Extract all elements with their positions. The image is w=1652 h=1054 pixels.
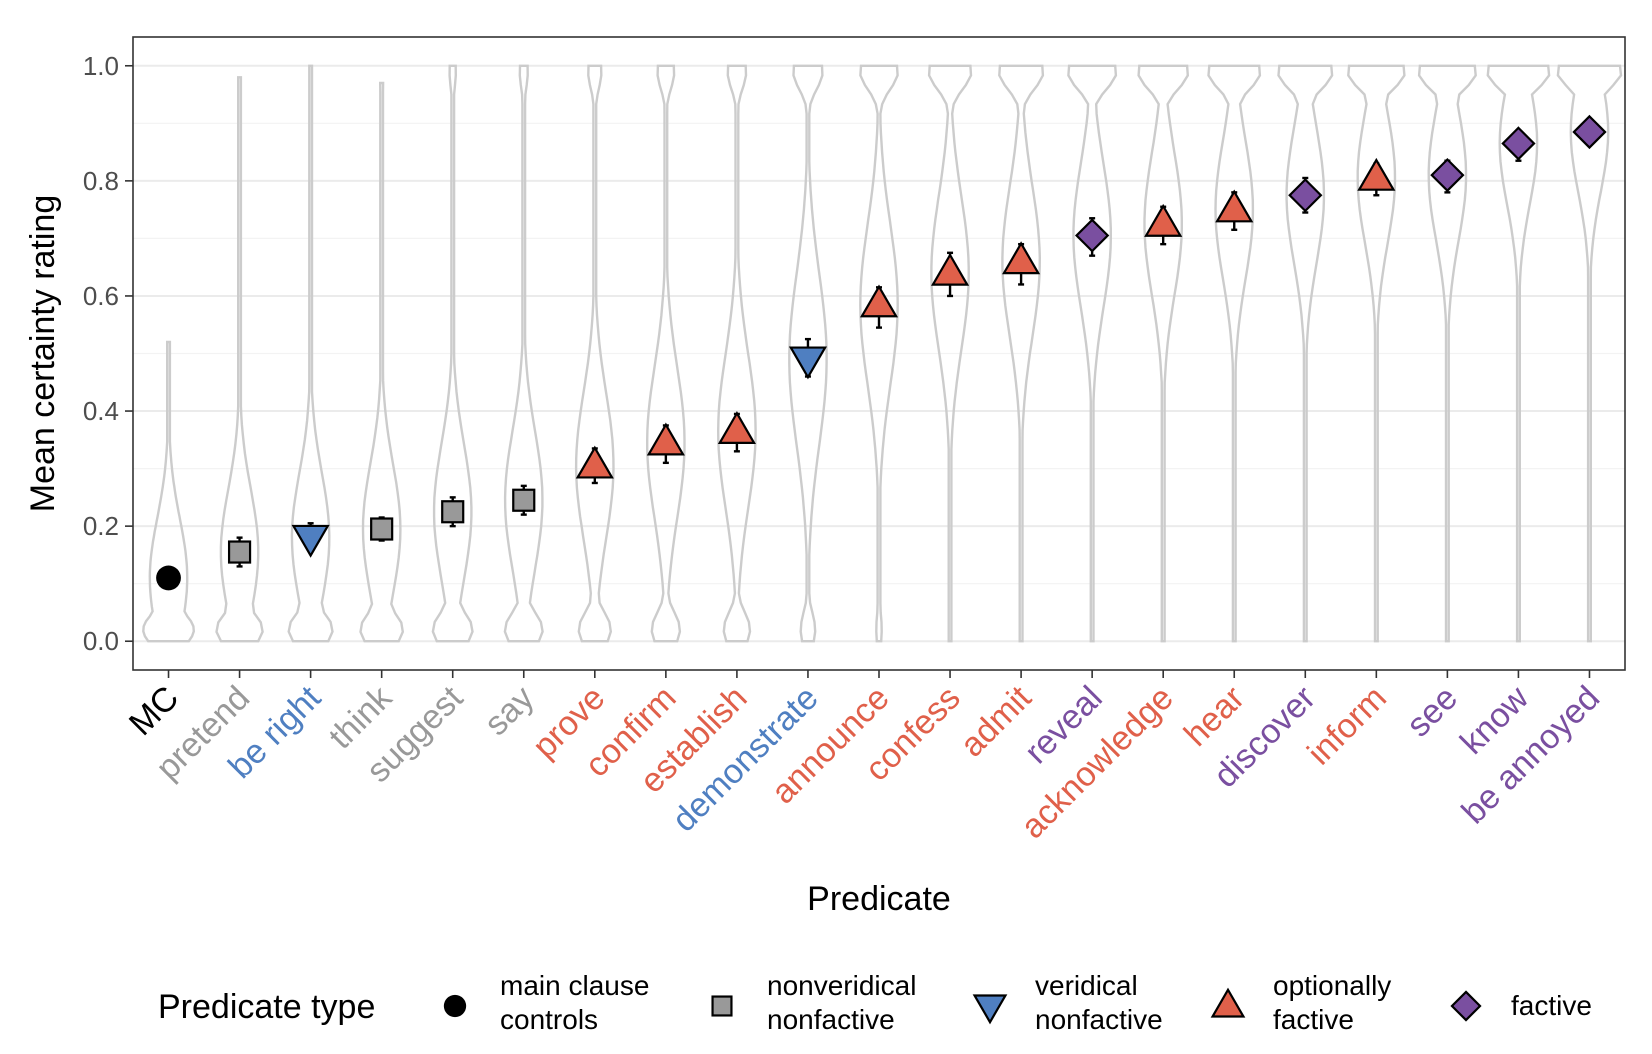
point-be-right [291, 524, 330, 558]
violin-confirm [646, 64, 686, 643]
legend-marker-mc [443, 994, 467, 1018]
data-points [156, 114, 1607, 591]
point-establish [717, 411, 756, 444]
legend-label: nonfactive [767, 1004, 895, 1035]
legend-item-f: factive [1450, 990, 1592, 1022]
legend-label: factive [1511, 990, 1592, 1021]
violin-pretend [215, 76, 264, 643]
legend-label: nonfactive [1035, 1004, 1163, 1035]
legend-marker-f [1450, 990, 1482, 1022]
y-tick-label: 0.8 [83, 166, 119, 196]
violin-say [503, 64, 544, 643]
point-confess [930, 252, 970, 286]
legend-label: veridical [1035, 970, 1138, 1001]
y-tick-label: 0.2 [83, 511, 119, 541]
violin-admit [998, 64, 1045, 643]
violin-inform [1347, 64, 1406, 643]
point-see [1430, 157, 1465, 193]
point-think [370, 517, 394, 541]
x-axis-title: Predicate [807, 880, 951, 918]
violin-prove [574, 64, 615, 643]
legend-marker-vnf [972, 994, 1008, 1025]
violin-demonstrate [788, 64, 828, 643]
point-announce [859, 284, 899, 318]
violin-be-right [287, 64, 334, 643]
legend-marker-of [1210, 987, 1246, 1018]
violin-think [359, 81, 405, 643]
legend-label: factive [1273, 1004, 1354, 1035]
legend-label: controls [500, 1004, 598, 1035]
y-tick-label: 0.6 [83, 281, 119, 311]
violin-establish [716, 64, 757, 643]
legend-title: Predicate type [158, 988, 375, 1026]
legend-label: nonveridical [767, 970, 916, 1001]
y-tick-label: 0.0 [83, 626, 119, 656]
point-inform [1357, 157, 1396, 191]
violin-hear [1207, 64, 1262, 643]
violin-acknowledge [1137, 64, 1190, 643]
violin-discover [1277, 64, 1334, 643]
point-demonstrate [788, 346, 828, 380]
point-say [512, 488, 536, 512]
point-confirm [646, 422, 685, 456]
violin-suggest [431, 64, 474, 643]
y-axis-title: Mean certainty rating [24, 195, 62, 513]
violin-see [1417, 64, 1477, 643]
point-reveal [1074, 218, 1110, 253]
point-know [1501, 126, 1536, 161]
y-tick-label: 0.4 [83, 396, 119, 426]
point-pretend [227, 540, 252, 564]
violin-know [1486, 64, 1551, 643]
legend-label: optionally [1273, 970, 1391, 1001]
point-discover [1288, 178, 1323, 213]
point-acknowledge [1144, 203, 1183, 237]
y-axis: 0.0 0.2 0.4 0.6 0.8 1.0 [83, 51, 133, 656]
violin-announce [859, 64, 899, 643]
violin-reveal [1067, 64, 1118, 643]
point-be-annoyed [1572, 114, 1607, 150]
violin-be-annoyed [1556, 64, 1623, 643]
point-prove [575, 445, 614, 479]
legend-label: main clause [500, 970, 649, 1001]
violin-MC [142, 340, 196, 643]
y-tick-label: 1.0 [83, 51, 119, 81]
violin-confess [927, 64, 973, 643]
point-admit [1002, 241, 1041, 275]
legend-marker-nvnf [711, 995, 733, 1017]
point-hear [1215, 189, 1254, 223]
point-MC [156, 565, 181, 591]
violins [142, 64, 1623, 643]
point-suggest [441, 500, 465, 524]
